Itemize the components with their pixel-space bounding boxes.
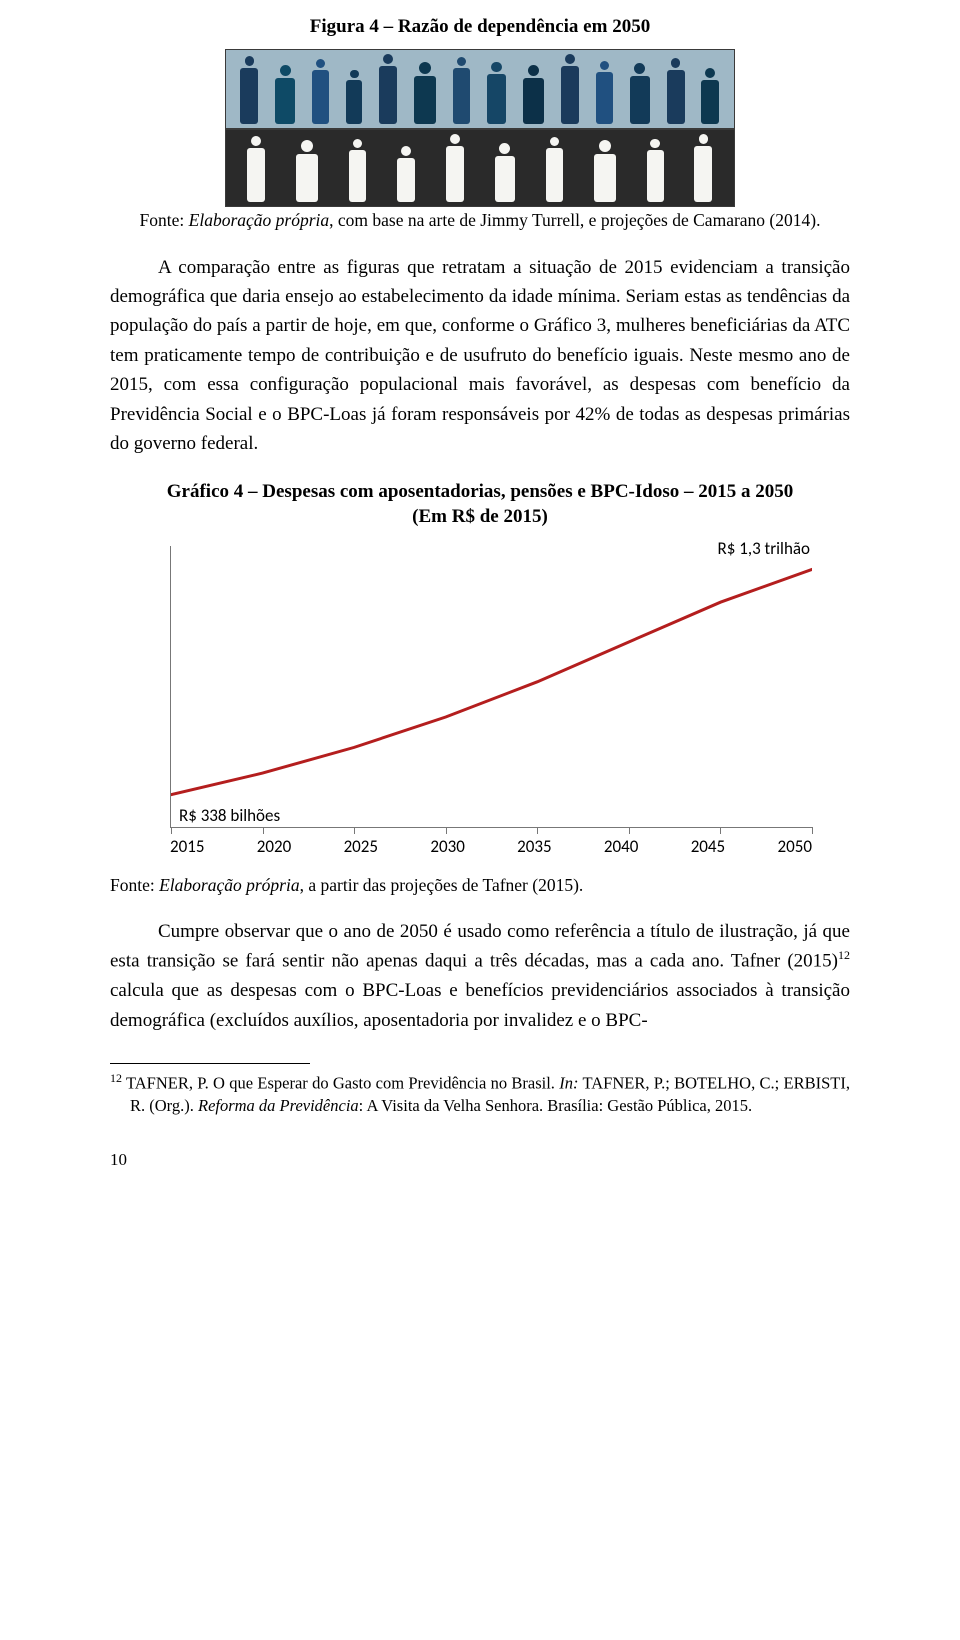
person-icon <box>667 58 685 124</box>
chart4-xtick-label: 2035 <box>517 834 551 860</box>
chart4-caption-italic: Elaboração própria <box>159 875 300 895</box>
chart4-x-axis-labels: 2015 2020 2025 2030 2035 2040 2045 2050 <box>170 834 812 860</box>
caption-italic: Elaboração própria <box>189 210 330 230</box>
paragraph-1-text: A comparação entre as figuras que retrat… <box>110 257 850 455</box>
person-icon <box>694 134 712 202</box>
chart4-xtick-label: 2045 <box>691 834 725 860</box>
person-icon <box>397 146 415 202</box>
person-icon <box>446 134 464 202</box>
chart4-caption: Fonte: Elaboração própria, a partir das … <box>110 872 850 899</box>
person-icon <box>349 139 366 202</box>
person-icon <box>546 137 563 202</box>
footnote-in-word: In: <box>559 1074 578 1093</box>
person-icon <box>453 57 470 124</box>
person-icon <box>275 65 295 124</box>
chart4-xtick-label: 2025 <box>344 834 378 860</box>
chart4: R$ 1,3 trilhão R$ 338 bilhões 2015202020… <box>120 536 840 866</box>
footnote-separator <box>110 1063 310 1064</box>
footnote-title-italic: Reforma da Previdência <box>198 1096 359 1115</box>
para2-after-sup: calcula que as despesas com o BPC-Loas e… <box>110 980 850 1030</box>
caption-rest: , com base na arte de Jimmy Turrell, e p… <box>329 210 820 230</box>
person-icon <box>247 136 265 202</box>
person-icon <box>346 70 362 125</box>
infographic-row-workers <box>225 129 735 207</box>
person-icon <box>596 61 613 124</box>
paragraph-1: A comparação entre as figuras que retrat… <box>110 253 850 459</box>
chart4-xtick-label: 2020 <box>257 834 291 860</box>
footnote-number: 12 <box>110 1071 122 1085</box>
chart4-xtick-label: 2050 <box>777 834 811 860</box>
chart4-title-line2: (Em R$ de 2015) <box>412 506 548 527</box>
chart4-line-svg <box>171 546 812 827</box>
chart4-xtick-label: 2015 <box>170 834 204 860</box>
chart4-xtick-label: 2030 <box>430 834 464 860</box>
person-icon <box>487 62 506 124</box>
chart4-plot-area: R$ 1,3 trilhão R$ 338 bilhões <box>170 546 812 828</box>
footnote-after-title: : A Visita da Velha Senhora. Brasília: G… <box>359 1096 752 1115</box>
figure4-caption: Fonte: Elaboração própria, com base na a… <box>110 207 850 234</box>
person-icon <box>630 63 650 124</box>
person-icon <box>594 140 616 202</box>
chart4-title-line1: Gráfico 4 – Despesas com aposentadorias,… <box>167 481 793 502</box>
person-icon <box>240 56 258 124</box>
figure4-infographic <box>225 49 735 199</box>
para2-before-sup: Cumpre observar que o ano de 2050 é usad… <box>110 921 850 972</box>
person-icon <box>379 54 397 124</box>
person-icon <box>296 140 318 202</box>
person-icon <box>495 143 515 202</box>
infographic-row-elderly <box>225 49 735 129</box>
footnote-12: 12 TAFNER, P. O que Esperar do Gasto com… <box>110 1070 850 1117</box>
paragraph-2: Cumpre observar que o ano de 2050 é usad… <box>110 917 850 1035</box>
figure4-title: Figura 4 – Razão de dependência em 2050 <box>110 12 850 41</box>
chart4-title: Gráfico 4 – Despesas com aposentadorias,… <box>110 479 850 530</box>
person-icon <box>312 59 329 124</box>
chart4-xtick-label: 2040 <box>604 834 638 860</box>
caption-prefix: Fonte: <box>140 210 189 230</box>
page-number: 10 <box>110 1147 850 1173</box>
person-icon <box>561 54 579 124</box>
chart4-end-label: R$ 1,3 trilhão <box>718 536 810 562</box>
person-icon <box>414 62 436 124</box>
footnote-before-in: TAFNER, P. O que Esperar do Gasto com Pr… <box>122 1074 559 1093</box>
chart4-start-label: R$ 338 bilhões <box>179 803 280 829</box>
person-icon <box>647 139 664 202</box>
footnote-ref-12: 12 <box>838 948 850 962</box>
chart4-caption-rest: , a partir das projeções de Tafner (2015… <box>300 875 584 895</box>
person-icon <box>523 65 544 125</box>
person-icon <box>701 68 719 124</box>
chart4-caption-prefix: Fonte: <box>110 875 159 895</box>
